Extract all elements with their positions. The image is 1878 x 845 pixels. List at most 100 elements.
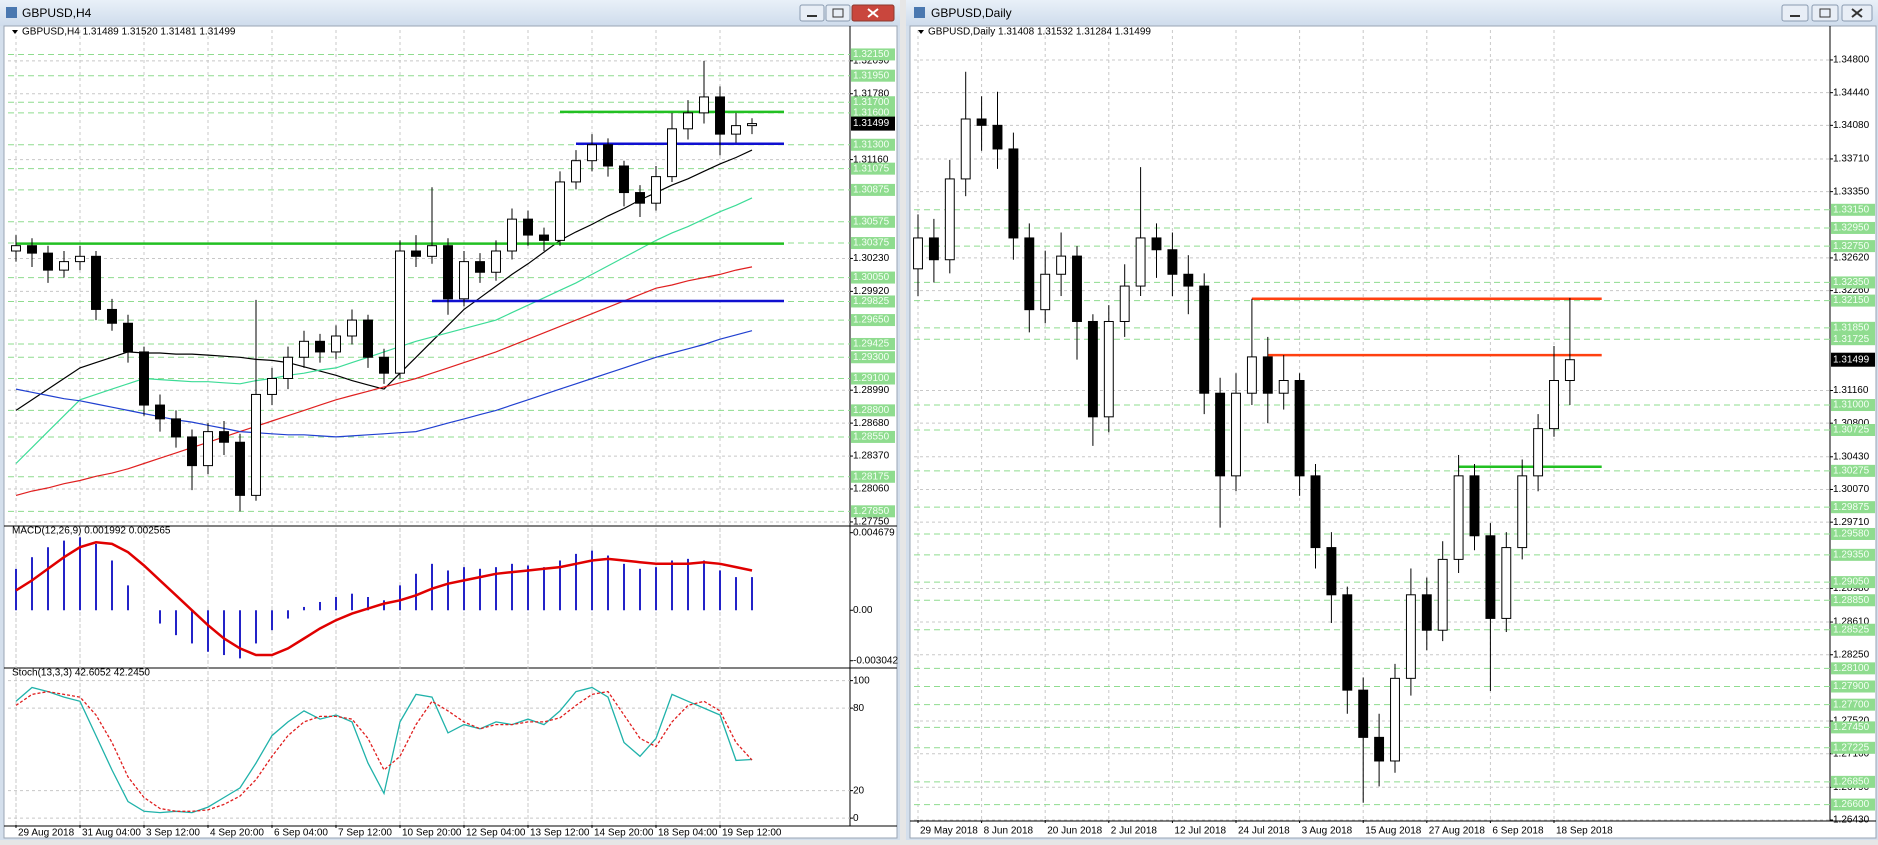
candle-body	[11, 245, 21, 252]
signal-line	[15, 541, 753, 657]
candle-body	[363, 319, 373, 358]
candle-body	[1183, 273, 1194, 287]
x-tick-label: 10 Sep 20:00	[402, 828, 462, 839]
level-tag	[1831, 399, 1875, 412]
level-tag	[1831, 775, 1875, 788]
level-label: 1.28850	[1833, 595, 1870, 606]
candle-body	[379, 356, 389, 374]
level-tag	[1831, 501, 1875, 514]
candle-body	[43, 252, 53, 271]
last-price-label: 1.31499	[1833, 354, 1870, 365]
candle-body	[75, 255, 85, 263]
candle-body	[1437, 558, 1448, 631]
candle-body	[1024, 237, 1035, 311]
candle-body	[1246, 356, 1257, 394]
y-tick-label: 1.26430	[1833, 815, 1870, 826]
candle-body	[139, 351, 149, 406]
x-tick-label: 18 Sep 2018	[1556, 826, 1613, 837]
candle-body	[1087, 320, 1098, 418]
candle-body	[699, 96, 709, 114]
candle-body	[523, 218, 533, 236]
y-tick-label: 1.29710	[1833, 517, 1870, 528]
y-tick-label: 1.28990	[853, 385, 890, 396]
y-tick-label: 1.27750	[853, 517, 890, 528]
candle-body	[555, 181, 565, 241]
candle-body	[395, 250, 405, 374]
level-tag	[851, 215, 895, 228]
y-tick-label: 1.34440	[1833, 87, 1870, 98]
level-tag	[1831, 221, 1875, 234]
indicator-line	[15, 149, 753, 411]
level-tag	[851, 404, 895, 417]
level-tag	[1831, 662, 1875, 675]
y-tick-label: 1.31780	[853, 88, 890, 99]
candle-body	[1040, 273, 1051, 311]
x-tick-label: 7 Sep 12:00	[338, 828, 392, 839]
candle-body	[651, 176, 661, 204]
y-tick-label: 1.28610	[1833, 617, 1870, 628]
close-icon	[867, 8, 879, 18]
level-label: 1.27700	[1833, 699, 1870, 710]
candle-body	[123, 322, 133, 353]
header-arrow	[12, 30, 18, 34]
candle-body	[331, 335, 341, 353]
window-icon	[914, 7, 925, 18]
candle-body	[1103, 320, 1114, 418]
candle-body	[1501, 547, 1512, 619]
level-label: 1.31700	[853, 97, 890, 108]
candle-body	[27, 245, 37, 254]
level-label: 1.30875	[853, 185, 890, 196]
level-label: 1.32150	[1833, 295, 1870, 306]
y-tick-label: 1.31160	[1833, 385, 1869, 396]
level-tag	[851, 314, 895, 327]
candle-body	[251, 393, 261, 496]
level-label: 1.30050	[853, 272, 890, 283]
candle-body	[315, 340, 325, 353]
candle-body	[635, 192, 645, 204]
x-tick-label: 6 Sep 2018	[1492, 826, 1544, 837]
level-tag	[1831, 623, 1875, 636]
chart-area	[3, 25, 898, 839]
level-label: 1.33150	[1833, 204, 1870, 215]
x-tick-label: 8 Jun 2018	[984, 826, 1034, 837]
candle-body	[1469, 475, 1480, 537]
y-tick-label: 1.33350	[1833, 186, 1870, 197]
candle-body	[944, 178, 955, 261]
panel-header: MACD(12,26,9) 0.001992 0.002565	[12, 526, 171, 537]
minimize-button[interactable]	[799, 4, 825, 22]
x-tick-label: 14 Sep 20:00	[594, 828, 654, 839]
candle-body	[1564, 359, 1575, 382]
candle-body	[203, 431, 213, 467]
x-tick-label: 2 Jul 2018	[1111, 826, 1158, 837]
title-bar	[0, 0, 900, 26]
candle-body	[1119, 285, 1130, 322]
candle-body	[507, 218, 517, 252]
x-tick-label: 29 Aug 2018	[18, 828, 75, 839]
candle-body	[1342, 594, 1353, 691]
level-tag	[851, 337, 895, 350]
level-label: 1.30575	[853, 216, 890, 227]
candle-body	[1390, 677, 1400, 762]
x-tick-label: 6 Sep 04:00	[274, 828, 328, 839]
level-label: 1.32350	[1833, 277, 1870, 288]
candle-body	[1326, 547, 1337, 596]
level-label: 1.28175	[853, 471, 890, 482]
level-label: 1.29425	[853, 339, 890, 350]
level-label: 1.32750	[1833, 241, 1870, 252]
y-tick-label: 80	[853, 703, 865, 714]
candle-body	[715, 96, 725, 135]
restore-button[interactable]	[825, 4, 851, 22]
candle-body	[1374, 736, 1385, 762]
minimize-button[interactable]	[1781, 4, 1809, 22]
y-tick-label: -0.003042	[853, 655, 898, 666]
y-tick-label: 1.28980	[1833, 583, 1870, 594]
level-label: 1.29050	[1833, 577, 1870, 588]
level-tag	[851, 162, 895, 175]
restore-button[interactable]	[1811, 4, 1839, 22]
candle-body	[299, 340, 309, 358]
y-tick-label: 1.30230	[853, 253, 890, 264]
last-price-label: 1.31499	[853, 118, 890, 129]
candle-body	[475, 261, 485, 273]
x-tick-label: 24 Jul 2018	[1238, 826, 1290, 837]
level-label: 1.31725	[1833, 334, 1870, 345]
